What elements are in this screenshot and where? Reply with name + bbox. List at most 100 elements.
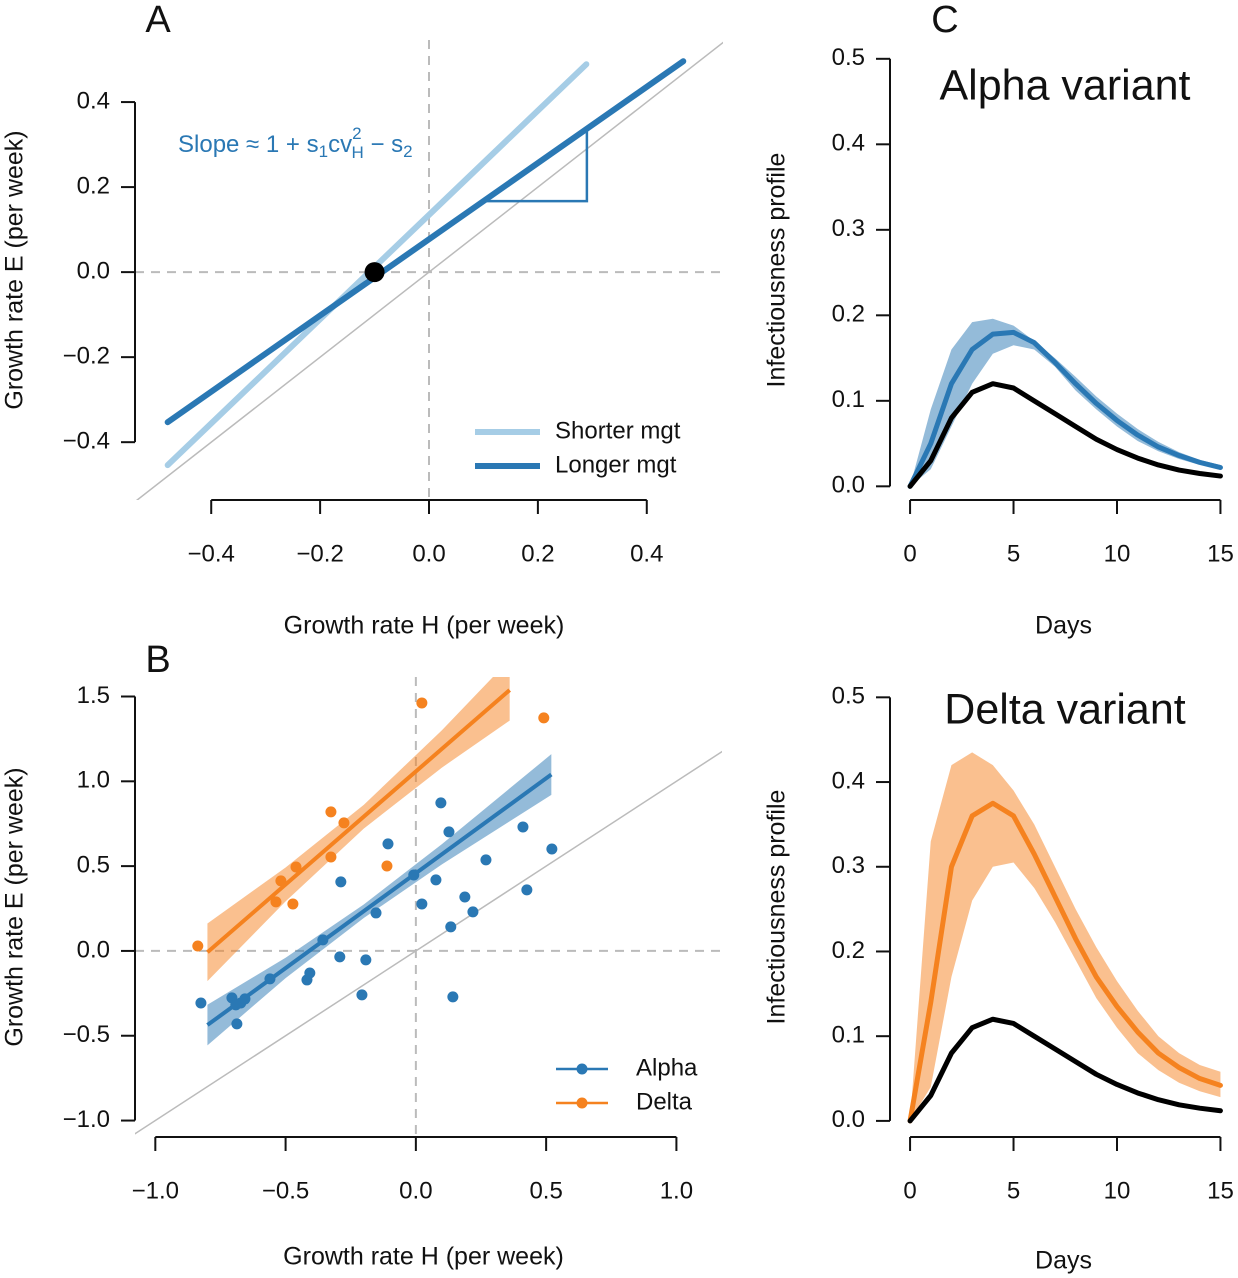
panel-label: A [145,0,171,41]
plot-area [907,752,1223,1124]
x-tick-label: 5 [1007,540,1020,567]
fit-line [206,688,511,954]
legend-label: Shorter mgt [555,417,681,444]
y-tick-label: 0.5 [77,851,110,878]
legend-label: Alpha [636,1054,698,1081]
point [231,1018,243,1030]
panel: B −1.0 −0.5 0.0 0.5 1.0 −1.0 −0.5 0.0 0.5 1.0 1.5 Gr… [1,639,722,1271]
x-tick-label: 10 [1104,1177,1131,1204]
chart-title: Delta variant [944,685,1185,733]
y-tick-label: −0.2 [63,342,110,369]
y-axis-title: Growth rate E (per week) [1,130,29,409]
plot-area [135,40,723,500]
y-axis-title: Growth rate E (per week) [1,767,29,1046]
confidence-band [910,752,1221,1121]
x-tick-label: −1.0 [132,1177,179,1204]
x-tick-label: 0.0 [412,540,445,567]
x-tick-label: 15 [1207,1177,1234,1204]
x-tick-label: 1.0 [660,1177,693,1204]
x-tick-label: 15 [1207,540,1234,567]
point [459,891,471,903]
highlight-point [364,262,385,283]
panel: Delta variant 0 5 10 15 0.0 0.1 0.2 0.3 0.4 0.5 Day… [763,683,1234,1275]
slope-triangle [483,128,589,203]
x-tick-label: −0.2 [296,540,343,567]
y-tick-label: 0.5 [832,683,865,710]
confidence-band [910,318,1221,487]
point [382,838,394,850]
x-axis-title: Days [1035,1247,1092,1275]
y-tick-label: 0.2 [77,172,110,199]
line [907,800,1223,1124]
annotation-part: Slope ≈ 1 + s [178,131,319,158]
y-tick-label: 0.3 [832,215,865,242]
line [164,58,687,426]
annotation-part: 2 [403,142,412,161]
y-tick-label: −0.4 [63,428,110,455]
point [447,991,459,1003]
point [304,967,316,979]
y-tick-label: 0.0 [832,472,865,499]
point [430,874,442,886]
point [517,821,529,833]
y-tick-label: 0.4 [77,87,110,114]
panel-label: C [931,0,958,41]
identity-line [135,41,723,500]
y-tick-label: 0.1 [832,1022,865,1049]
point [443,826,455,838]
annotation: Slope ≈ 1 + s1cv2 H − s2 [178,124,413,162]
point [435,797,447,809]
x-tick-label: 0 [903,1177,916,1204]
annotation-part: − s [364,131,403,158]
point [287,898,299,910]
legend-dot [576,1097,588,1109]
x-tick-label: −0.5 [262,1177,309,1204]
x-axis-title: Days [1035,612,1092,640]
point [338,817,350,829]
legend-dot [576,1063,588,1075]
point [538,712,550,724]
point [356,989,368,1001]
x-axis-title: Growth rate H (per week) [283,1243,564,1271]
annotation-part: H [352,143,364,162]
point [325,851,337,863]
x-tick-label: 0.0 [399,1177,432,1204]
x-tick-label: −0.4 [188,540,235,567]
x-tick-label: 0.5 [529,1177,562,1204]
y-tick-label: 0.0 [77,257,110,284]
point [416,898,428,910]
point [192,940,204,952]
fit-line [206,772,553,1027]
annotation-part: 1 [319,142,328,161]
point [445,921,457,933]
point [325,806,337,818]
y-tick-label: 0.3 [832,852,865,879]
point [264,973,276,985]
point [317,934,329,946]
line [907,329,1223,489]
annotation-part: cv [328,131,352,158]
y-tick-label: 0.2 [832,937,865,964]
point [521,884,533,896]
point [335,876,347,888]
x-tick-label: 0 [903,540,916,567]
y-tick-label: 1.5 [77,682,110,709]
point [370,907,382,919]
panel: A −0.4 −0.2 0.0 0.2 0.4 −0.4 −0.2 0.0 0.2 0.4 Growt… [1,0,723,640]
point [270,896,282,908]
y-axis-title: Infectiousness profile [763,153,791,388]
panel: C Alpha variant 0 5 10 15 0.0 0.1 0.2 0.3 0.4 0.5 Da… [763,0,1234,640]
point [290,861,302,873]
panel-label: B [145,639,170,681]
y-tick-label: 0.5 [832,44,865,71]
y-tick-label: 0.4 [832,767,865,794]
point [239,993,251,1005]
y-tick-label: 0.4 [832,130,865,157]
line [907,1016,1223,1124]
y-tick-label: 0.0 [77,936,110,963]
y-tick-label: 1.0 [77,767,110,794]
x-tick-label: 0.4 [630,540,663,567]
point [416,697,428,709]
point [546,843,558,855]
